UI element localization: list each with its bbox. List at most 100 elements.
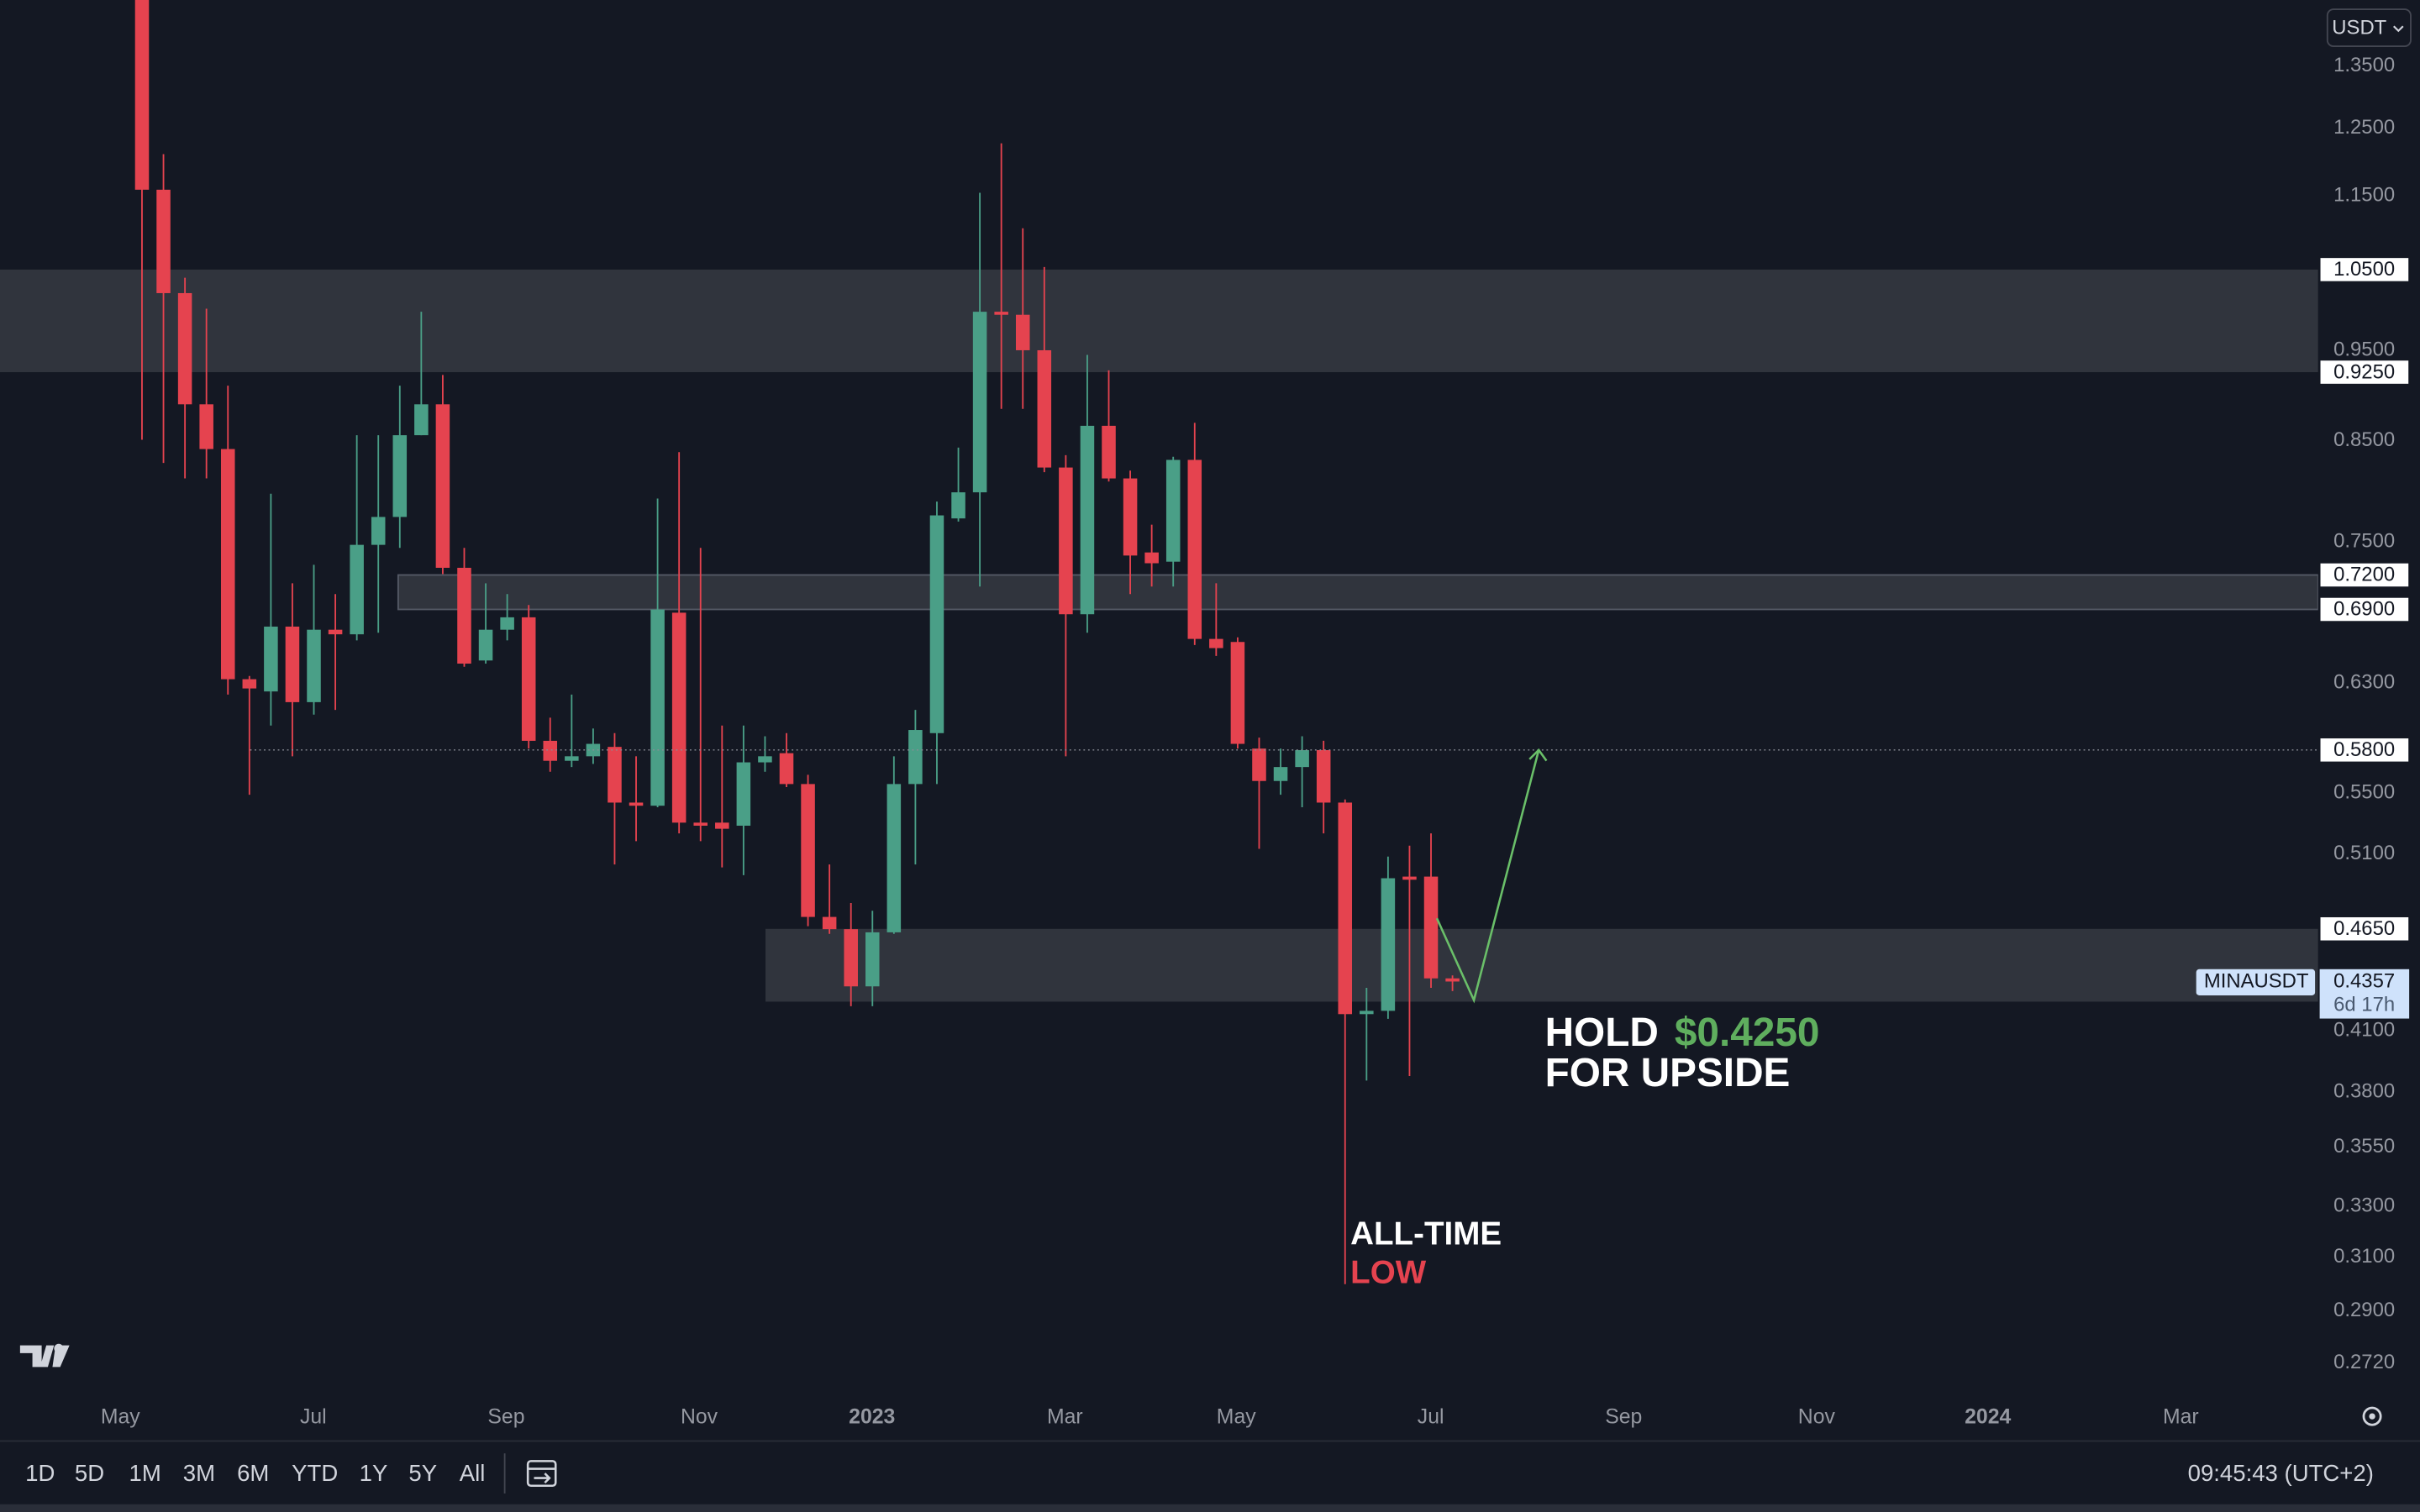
- candle-body: [886, 784, 902, 932]
- candle-body: [951, 492, 965, 519]
- projection-arrowhead: [1528, 748, 1548, 762]
- x-tick-label: Mar: [1047, 1406, 1083, 1429]
- y-tick-label: 0.3100: [2333, 1245, 2395, 1268]
- candle-body: [1230, 642, 1245, 744]
- candle-body: [801, 784, 815, 917]
- candles: [134, 0, 2318, 1284]
- candle-body: [629, 802, 644, 806]
- candle-body: [1209, 638, 1223, 648]
- x-tick-label: Sep: [1605, 1406, 1642, 1429]
- calendar-icon[interactable]: [534, 1473, 551, 1484]
- interval-button[interactable]: 5Y: [408, 1460, 437, 1486]
- x-tick-label: Mar: [2163, 1406, 2199, 1429]
- candle-body: [543, 740, 558, 761]
- interval-button[interactable]: 5D: [75, 1460, 104, 1486]
- zones: [0, 269, 2318, 1002]
- interval-button[interactable]: 6M: [237, 1460, 269, 1486]
- clock: 09:45:43 (UTC+2): [2188, 1460, 2374, 1486]
- candle-body: [285, 626, 300, 702]
- y-tick-label: 0.6300: [2333, 670, 2395, 693]
- candle-body: [177, 292, 192, 405]
- candle-body: [414, 404, 429, 436]
- candle-body: [1080, 425, 1095, 615]
- x-tick-label: Nov: [1798, 1406, 1836, 1429]
- candle-body: [134, 0, 150, 190]
- symbol-box: [2196, 969, 2316, 996]
- candle-body: [693, 822, 708, 826]
- date-range-button[interactable]: [526, 1460, 557, 1488]
- y-tick-label: 0.3300: [2333, 1194, 2395, 1217]
- candle-body: [1338, 802, 1353, 1015]
- candle-body: [908, 730, 923, 785]
- candle-body: [1144, 552, 1159, 564]
- annotation: $0.4250: [1675, 1011, 1820, 1055]
- projection-line: [1435, 749, 1540, 1004]
- candle-body: [521, 617, 536, 741]
- interval-button[interactable]: All: [460, 1460, 486, 1486]
- candle-body: [608, 747, 622, 803]
- calendar-icon[interactable]: [526, 1460, 557, 1488]
- y-tick-label: 0.5500: [2333, 780, 2395, 803]
- candle-body: [1360, 1011, 1374, 1015]
- candle-body: [865, 932, 880, 987]
- price-label-box: [2318, 596, 2411, 623]
- candle-body: [478, 629, 493, 661]
- y-tick-label: 0.8500: [2333, 428, 2395, 451]
- x-tick-label: Jul: [1418, 1406, 1444, 1429]
- candle-body: [1187, 459, 1202, 639]
- currency[interactable]: USDT: [2332, 16, 2386, 39]
- price-label: 0.9250: [2333, 360, 2395, 383]
- annotation: HOLD: [1545, 1011, 1659, 1055]
- candle-body: [1165, 459, 1181, 562]
- candle-body: [220, 449, 235, 680]
- interval-button[interactable]: 1Y: [360, 1460, 388, 1486]
- price-label-box: [2318, 916, 2411, 942]
- x-tick-label: Sep: [487, 1406, 524, 1429]
- candle-body: [242, 679, 257, 689]
- support-zone: [0, 269, 2318, 373]
- candle-body: [156, 189, 171, 293]
- interval-button[interactable]: 1D: [25, 1460, 55, 1486]
- price-label-box: [2318, 359, 2411, 386]
- x-tick-label: May: [101, 1406, 140, 1429]
- y-tick-label: 0.3800: [2333, 1080, 2395, 1103]
- y-tick-label: 1.3500: [2333, 54, 2395, 76]
- currency-select[interactable]: [2326, 8, 2412, 48]
- y-tick-label: 0.2900: [2333, 1299, 2395, 1321]
- candle-body: [1402, 876, 1417, 880]
- candle-body: [1123, 478, 1138, 556]
- price-axis: 1.3500 1.2500 1.1500 0.9500 0.8500 0.7500 0.63…: [2196, 54, 2411, 1373]
- candle-body: [929, 515, 944, 733]
- candle-body: [500, 617, 514, 630]
- support-zone: [765, 928, 2318, 1002]
- candle-body: [972, 312, 987, 493]
- candle-body: [671, 612, 687, 823]
- candle-body: [328, 629, 343, 635]
- settings-button[interactable]: [2362, 1406, 2382, 1426]
- interval-button[interactable]: 3M: [183, 1460, 215, 1486]
- candle-body: [565, 756, 579, 761]
- candle-body: [1381, 878, 1396, 1011]
- time-axis: May Jul Sep Nov 2023 Mar May Jul Sep Nov 2024 Mar: [101, 1406, 2199, 1429]
- candle-body: [1252, 748, 1266, 781]
- candle-body: [1273, 767, 1288, 781]
- candle-body: [1295, 749, 1309, 768]
- x-tick-label: May: [1217, 1406, 1256, 1429]
- candle-body: [779, 753, 794, 785]
- y-tick-label: 1.1500: [2333, 184, 2395, 207]
- toolbar: 1D 5D 1M 3M 6M YTD 1Y 5Y All: [25, 1460, 485, 1486]
- candle-body: [350, 544, 364, 635]
- dropdown-icon[interactable]: [2392, 25, 2404, 33]
- interval-button[interactable]: YTD: [292, 1460, 338, 1486]
- annotation: LOW: [1350, 1254, 1427, 1290]
- candle-body: [1059, 467, 1073, 615]
- settings-icon[interactable]: [2369, 1413, 2375, 1420]
- price-label: 1.0500: [2333, 258, 2395, 281]
- interval-button[interactable]: 1M: [129, 1460, 161, 1486]
- last-price-label: 0.4357: [2333, 970, 2395, 993]
- candle-body: [1445, 978, 1460, 982]
- candle-body: [371, 517, 386, 545]
- candle-body: [457, 567, 471, 664]
- candle-body: [822, 916, 837, 930]
